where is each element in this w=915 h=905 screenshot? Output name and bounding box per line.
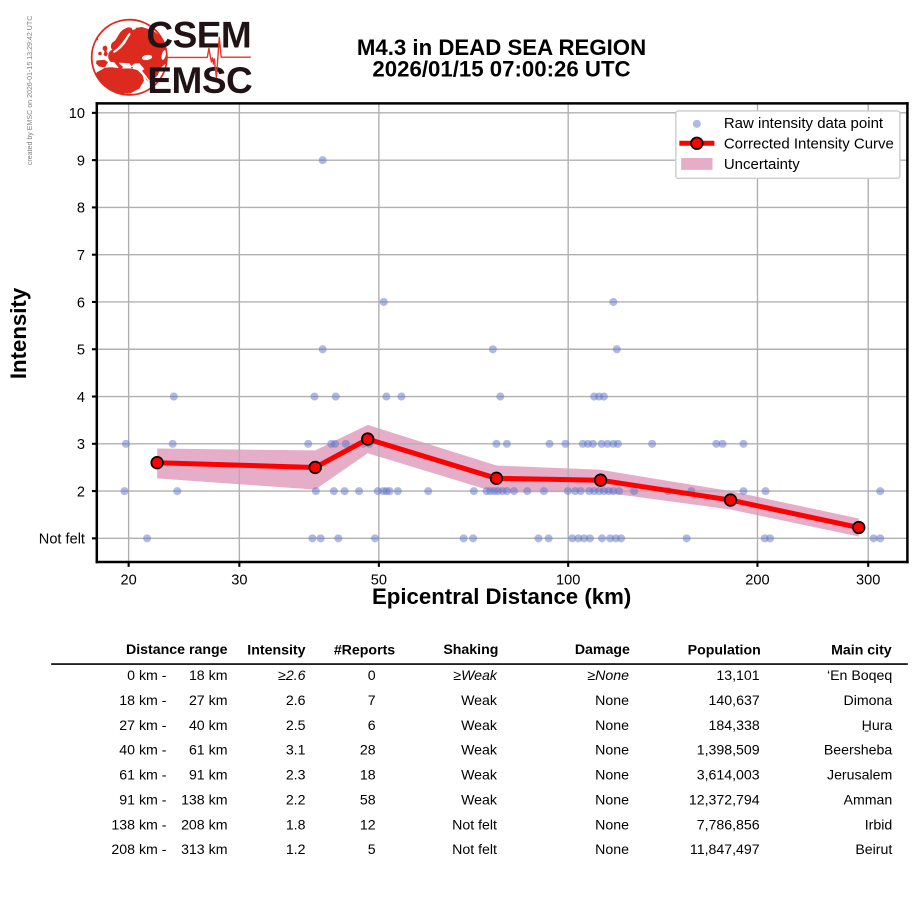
svg-text:208 km: 208 km — [181, 817, 227, 833]
svg-text:Beersheba: Beersheba — [824, 743, 893, 759]
svg-text:≥Weak: ≥Weak — [453, 668, 498, 684]
svg-text:1.2: 1.2 — [286, 842, 306, 858]
svg-text:1.8: 1.8 — [286, 817, 306, 833]
svg-text:Not felt: Not felt — [452, 842, 497, 858]
svg-text:Intensity: Intensity — [247, 642, 305, 658]
svg-text:3,614,003: 3,614,003 — [697, 768, 760, 784]
svg-text:91 km: 91 km — [189, 768, 228, 784]
svg-text:5: 5 — [368, 842, 376, 858]
svg-text:7: 7 — [77, 248, 85, 264]
svg-text:None: None — [595, 743, 629, 759]
svg-text:Weak: Weak — [461, 743, 498, 759]
svg-text:Raw intensity data point: Raw intensity data point — [724, 115, 884, 132]
svg-text:184,338: 184,338 — [709, 718, 760, 734]
svg-text:91 km -: 91 km - — [119, 792, 166, 808]
svg-text:Weak: Weak — [461, 768, 498, 784]
svg-text:11,847,497: 11,847,497 — [690, 842, 760, 858]
svg-text:50: 50 — [371, 572, 387, 588]
svg-text:3: 3 — [77, 437, 85, 453]
svg-text:Shaking: Shaking — [443, 642, 498, 658]
svg-text:Distance range: Distance range — [126, 642, 228, 658]
svg-text:12,372,794: 12,372,794 — [689, 792, 760, 808]
svg-text:created by EMSC on 2026-01-15: created by EMSC on 2026-01-15 13:29:42 U… — [26, 16, 34, 166]
svg-text:None: None — [595, 817, 629, 833]
svg-text:6: 6 — [77, 295, 85, 311]
svg-text:7: 7 — [368, 693, 376, 709]
svg-text:28: 28 — [360, 743, 376, 759]
svg-text:300: 300 — [856, 572, 880, 588]
svg-text:2: 2 — [77, 484, 85, 500]
svg-text:Main city: Main city — [831, 642, 892, 658]
svg-text:208 km -: 208 km - — [111, 842, 166, 858]
svg-text:Weak: Weak — [461, 718, 498, 734]
svg-text:8: 8 — [77, 201, 85, 217]
svg-text:Not felt: Not felt — [39, 532, 85, 548]
svg-text:4: 4 — [77, 390, 85, 406]
svg-text:None: None — [595, 792, 629, 808]
svg-text:Jerusalem: Jerusalem — [827, 768, 892, 784]
svg-text:‘En Boqeq: ‘En Boqeq — [827, 668, 892, 684]
svg-text:18 km -: 18 km - — [119, 693, 166, 709]
svg-text:7,786,856: 7,786,856 — [697, 817, 760, 833]
svg-text:Corrected Intensity Curve: Corrected Intensity Curve — [724, 136, 894, 153]
svg-text:Irbid: Irbid — [865, 817, 893, 833]
svg-text:2.6: 2.6 — [286, 693, 306, 709]
svg-text:0: 0 — [368, 668, 376, 684]
svg-text:1,398,509: 1,398,509 — [697, 743, 760, 759]
svg-text:6: 6 — [368, 718, 376, 734]
svg-text:#Reports: #Reports — [334, 642, 395, 658]
svg-text:18 km: 18 km — [189, 668, 228, 684]
svg-text:CSEM: CSEM — [146, 15, 251, 56]
svg-text:EMSC: EMSC — [147, 60, 252, 101]
svg-text:13,101: 13,101 — [716, 668, 759, 684]
svg-text:M4.3 in DEAD SEA REGION: M4.3 in DEAD SEA REGION — [357, 35, 646, 60]
svg-text:18: 18 — [360, 768, 376, 784]
svg-text:None: None — [595, 693, 629, 709]
svg-text:40 km: 40 km — [189, 718, 228, 734]
svg-text:Not felt: Not felt — [452, 817, 497, 833]
svg-text:None: None — [595, 768, 629, 784]
svg-text:140,637: 140,637 — [709, 693, 760, 709]
svg-text:Weak: Weak — [461, 693, 498, 709]
svg-text:Dimona: Dimona — [844, 693, 893, 709]
svg-text:Epicentral Distance (km): Epicentral Distance (km) — [372, 584, 631, 609]
svg-text:20: 20 — [121, 572, 137, 588]
svg-text:Damage: Damage — [575, 642, 630, 658]
svg-text:≥None: ≥None — [587, 668, 629, 684]
svg-text:30: 30 — [231, 572, 247, 588]
svg-text:200: 200 — [745, 572, 769, 588]
svg-text:12: 12 — [360, 817, 376, 833]
svg-text:9: 9 — [77, 153, 85, 169]
svg-text:Population: Population — [688, 642, 761, 658]
svg-text:27 km: 27 km — [189, 693, 228, 709]
svg-text:Intensity: Intensity — [6, 287, 31, 379]
svg-text:2026/01/15 07:00:26 UTC: 2026/01/15 07:00:26 UTC — [372, 56, 630, 81]
svg-text:61 km: 61 km — [189, 743, 228, 759]
svg-text:None: None — [595, 718, 629, 734]
svg-text:H̱ura: H̱ura — [862, 718, 893, 734]
svg-text:Weak: Weak — [461, 792, 498, 808]
svg-text:313 km: 313 km — [181, 842, 227, 858]
svg-text:Amman: Amman — [844, 792, 893, 808]
svg-text:10: 10 — [69, 106, 85, 122]
svg-text:100: 100 — [556, 572, 580, 588]
svg-text:61 km -: 61 km - — [119, 768, 166, 784]
svg-text:5: 5 — [77, 343, 85, 359]
svg-text:27 km -: 27 km - — [119, 718, 166, 734]
svg-text:Uncertainty: Uncertainty — [724, 156, 800, 173]
svg-text:2.2: 2.2 — [286, 792, 306, 808]
svg-text:0 km -: 0 km - — [127, 668, 167, 684]
svg-text:Beirut: Beirut — [855, 842, 892, 858]
svg-text:None: None — [595, 842, 629, 858]
svg-text:40 km -: 40 km - — [119, 743, 166, 759]
svg-text:2.5: 2.5 — [286, 718, 306, 734]
svg-text:≥2.6: ≥2.6 — [278, 668, 306, 684]
svg-text:2.3: 2.3 — [286, 768, 306, 784]
svg-text:138 km: 138 km — [181, 792, 227, 808]
svg-text:58: 58 — [360, 792, 376, 808]
svg-text:3.1: 3.1 — [286, 743, 306, 759]
svg-text:138 km -: 138 km - — [111, 817, 166, 833]
